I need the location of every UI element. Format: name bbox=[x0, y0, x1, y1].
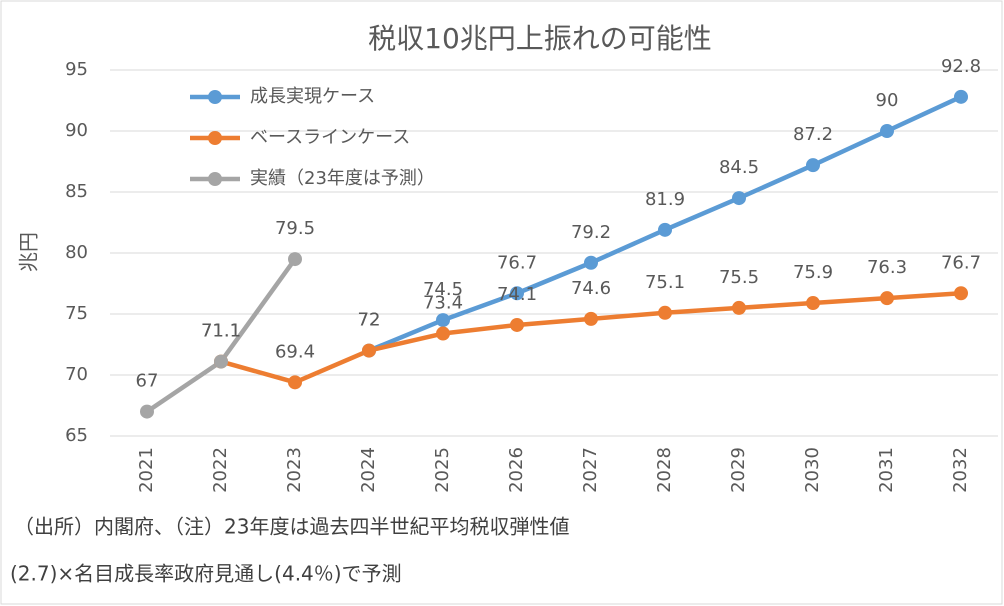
legend-label: 成長実現ケース bbox=[250, 86, 375, 107]
data-point bbox=[140, 404, 154, 419]
x-tick-label: 2025 bbox=[432, 447, 453, 493]
footnote: (2.7)×名目成長率政府見通し(4.4％)で予測 bbox=[10, 562, 402, 586]
x-tick-label: 2031 bbox=[876, 447, 897, 493]
x-tick-label: 2030 bbox=[802, 447, 823, 493]
legend-marker bbox=[208, 172, 222, 186]
legend-marker bbox=[208, 90, 222, 104]
data-label: 76.7 bbox=[941, 252, 981, 273]
data-point bbox=[288, 375, 302, 390]
footnote: （出所）内閣府、（注）23年度は過去四半世紀平均税収弾性値 bbox=[14, 515, 569, 539]
data-label: 71.1 bbox=[201, 321, 241, 342]
x-tick-label: 2024 bbox=[358, 447, 379, 493]
data-point bbox=[362, 343, 376, 358]
data-point bbox=[954, 286, 968, 301]
data-label: 79.2 bbox=[571, 222, 611, 243]
data-point bbox=[214, 354, 228, 369]
data-point bbox=[806, 296, 820, 311]
y-tick-label: 90 bbox=[65, 120, 88, 141]
y-tick-label: 80 bbox=[65, 242, 88, 263]
x-tick-label: 2032 bbox=[950, 447, 971, 493]
data-label: 84.5 bbox=[719, 157, 759, 178]
data-label: 81.9 bbox=[645, 189, 685, 210]
data-label: 74.5 bbox=[423, 279, 463, 300]
data-point bbox=[436, 313, 450, 328]
data-label: 72 bbox=[358, 310, 381, 331]
x-tick-label: 2023 bbox=[284, 447, 305, 493]
data-point bbox=[288, 252, 302, 267]
data-label: 76.3 bbox=[867, 257, 907, 278]
data-point bbox=[806, 158, 820, 173]
data-label: 71.1 bbox=[201, 321, 241, 342]
data-point bbox=[732, 191, 746, 206]
data-label: 90 bbox=[876, 90, 899, 111]
data-point bbox=[584, 311, 598, 326]
data-point bbox=[510, 317, 524, 332]
data-label: 79.5 bbox=[275, 218, 315, 239]
data-label: 75.9 bbox=[793, 262, 833, 283]
y-axis-label: 兆円 bbox=[17, 232, 41, 272]
data-label: 75.5 bbox=[719, 267, 759, 288]
data-point bbox=[584, 255, 598, 270]
y-tick-label: 70 bbox=[65, 364, 88, 385]
data-point bbox=[510, 286, 524, 301]
data-label: 74.6 bbox=[571, 278, 611, 299]
x-tick-label: 2028 bbox=[654, 447, 675, 493]
data-label: 67 bbox=[136, 371, 159, 392]
data-point bbox=[954, 89, 968, 104]
data-point bbox=[880, 124, 894, 138]
y-tick-label: 75 bbox=[65, 303, 88, 324]
legend-label: ベースラインケース bbox=[250, 127, 410, 148]
data-label: 69.4 bbox=[275, 341, 315, 362]
x-tick-label: 2021 bbox=[136, 447, 157, 493]
data-label: 75.1 bbox=[645, 272, 685, 293]
data-point bbox=[658, 305, 672, 320]
x-tick-label: 2022 bbox=[210, 447, 231, 493]
data-label: 76.7 bbox=[497, 252, 537, 273]
y-tick-label: 85 bbox=[65, 181, 88, 202]
data-point bbox=[436, 326, 450, 341]
legend-marker bbox=[208, 131, 222, 145]
data-point bbox=[658, 222, 672, 237]
data-label: 87.2 bbox=[793, 124, 833, 145]
data-label: 73.4 bbox=[423, 293, 463, 314]
data-point bbox=[880, 291, 894, 306]
data-point bbox=[732, 300, 746, 315]
y-tick-label: 65 bbox=[65, 425, 88, 446]
x-tick-label: 2027 bbox=[580, 447, 601, 493]
x-tick-label: 2029 bbox=[728, 447, 749, 493]
data-label: 92.8 bbox=[941, 56, 981, 77]
y-tick-label: 95 bbox=[65, 59, 88, 80]
data-label: 74.1 bbox=[497, 284, 537, 305]
legend-label: 実績（23年度は予測） bbox=[250, 168, 435, 189]
data-label: 72 bbox=[358, 310, 381, 331]
x-tick-label: 2026 bbox=[506, 447, 527, 493]
chart-title: 税収10兆円上振れの可能性 bbox=[368, 22, 712, 55]
